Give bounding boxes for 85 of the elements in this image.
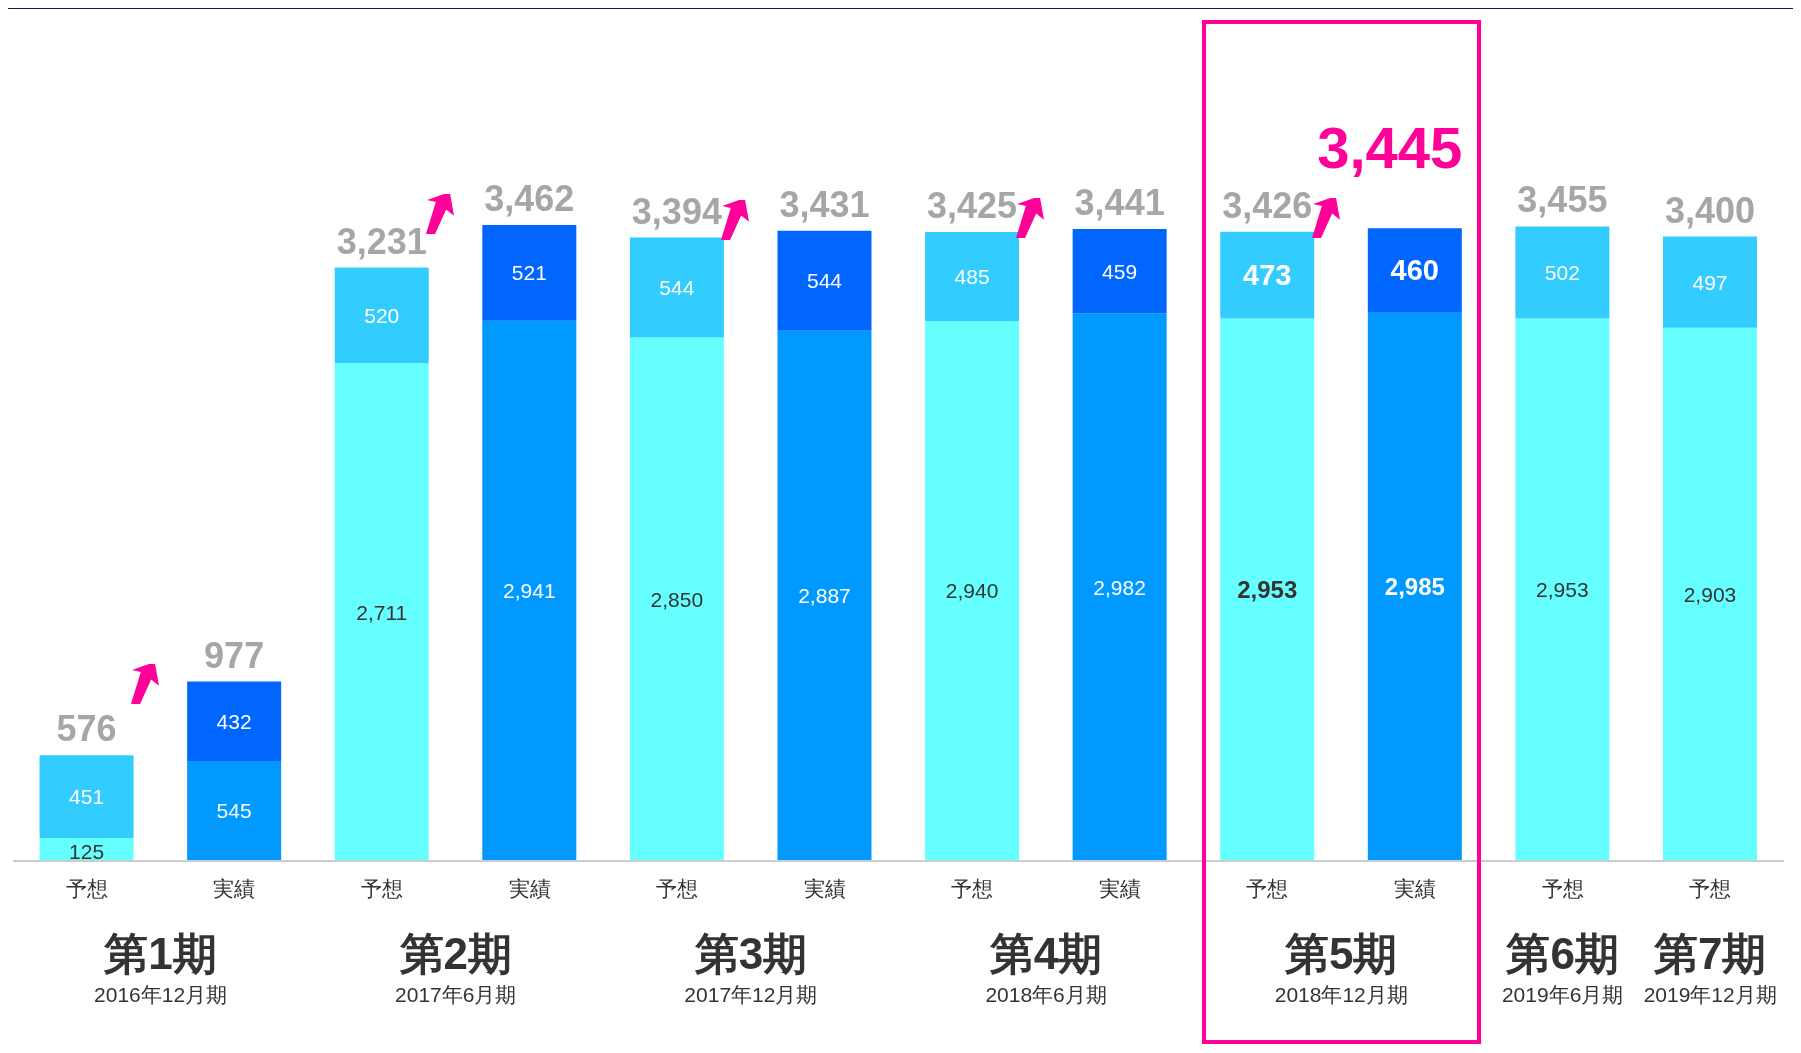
data-label: 544 bbox=[806, 269, 843, 293]
bar bbox=[1367, 312, 1462, 861]
text: 2017年12月期 bbox=[683, 982, 819, 1008]
total-label: 3,445 bbox=[1317, 115, 1463, 181]
x-tick-label: 実績 bbox=[508, 876, 551, 900]
x-tick-label: 実績 bbox=[1394, 876, 1437, 900]
bar bbox=[1515, 226, 1610, 319]
x-tick-label: 予想 bbox=[65, 876, 108, 900]
text: 第5期 bbox=[1284, 928, 1399, 980]
x-tick-label: 実績 bbox=[1098, 876, 1141, 900]
data-label: 451 bbox=[69, 785, 105, 809]
data-label: 2,953 bbox=[1237, 576, 1298, 604]
text: 2018年12月期 bbox=[1273, 982, 1409, 1008]
text: 2016年12月期 bbox=[93, 982, 229, 1008]
x-tick-label: 予想 bbox=[1689, 876, 1732, 900]
data-label: 2,941 bbox=[503, 579, 556, 603]
data-label: 2,982 bbox=[1093, 575, 1146, 599]
x-tick-label: 実績 bbox=[213, 876, 256, 900]
total-label: 576 bbox=[56, 708, 117, 750]
bar bbox=[629, 237, 724, 338]
data-label: 2,850 bbox=[650, 587, 704, 611]
text: 第3期 bbox=[693, 928, 809, 980]
data-label: 521 bbox=[511, 261, 547, 285]
data-label: 459 bbox=[1102, 259, 1138, 283]
bar bbox=[777, 330, 872, 861]
text: 2019年12月期 bbox=[1643, 983, 1777, 1006]
data-label: 2,887 bbox=[798, 584, 851, 608]
bar bbox=[1072, 228, 1167, 314]
data-label: 2,985 bbox=[1384, 573, 1445, 601]
bar bbox=[1072, 313, 1167, 861]
bar bbox=[1662, 327, 1757, 861]
text: 第6期 bbox=[1506, 929, 1619, 978]
data-label: 497 bbox=[1692, 270, 1728, 294]
total-label: 3,425 bbox=[927, 184, 1018, 226]
text: 2019年6月期 bbox=[1501, 983, 1624, 1006]
bar bbox=[1220, 318, 1315, 861]
total-label: 3,441 bbox=[1074, 181, 1165, 223]
bar bbox=[777, 230, 872, 331]
text: 2017年6月期 bbox=[394, 982, 518, 1008]
x-tick-label: 予想 bbox=[1541, 876, 1584, 900]
text: 第1期 bbox=[103, 928, 218, 980]
x-tick-label: 予想 bbox=[951, 876, 994, 900]
data-label: 473 bbox=[1243, 259, 1292, 292]
x-tick-label: 予想 bbox=[1246, 876, 1289, 900]
bar bbox=[629, 337, 724, 861]
bar bbox=[187, 681, 282, 761]
text: 第4期 bbox=[988, 928, 1104, 980]
bar bbox=[925, 321, 1020, 861]
data-label: 502 bbox=[1544, 261, 1580, 285]
x-tick-label: 予想 bbox=[360, 876, 403, 900]
data-label: 544 bbox=[659, 276, 695, 300]
data-label: 2,940 bbox=[945, 579, 999, 603]
total-label: 3,455 bbox=[1517, 179, 1608, 221]
bar bbox=[482, 320, 577, 861]
total-label: 3,231 bbox=[336, 220, 427, 262]
data-label: 2,711 bbox=[356, 600, 408, 624]
total-label: 3,400 bbox=[1664, 189, 1756, 231]
data-label: 460 bbox=[1390, 254, 1440, 287]
bar bbox=[1220, 231, 1315, 319]
bar bbox=[1662, 236, 1757, 328]
total-label: 3,426 bbox=[1222, 184, 1313, 226]
data-label: 432 bbox=[216, 709, 252, 733]
text: 第2期 bbox=[398, 928, 513, 980]
bar bbox=[482, 225, 577, 321]
x-tick-label: 予想 bbox=[656, 876, 699, 900]
total-label: 977 bbox=[204, 634, 265, 676]
bar bbox=[1367, 228, 1462, 313]
text: 第7期 bbox=[1653, 929, 1767, 978]
data-label: 125 bbox=[69, 840, 105, 863]
data-label: 2,903 bbox=[1683, 582, 1737, 606]
x-tick-label: 実績 bbox=[803, 876, 846, 900]
data-label: 545 bbox=[216, 799, 252, 823]
bar bbox=[39, 755, 134, 839]
total-label: 3,431 bbox=[779, 183, 870, 225]
bar bbox=[334, 363, 429, 861]
total-label: 3,462 bbox=[484, 178, 575, 220]
bar bbox=[187, 760, 282, 861]
bar bbox=[334, 267, 429, 364]
bar bbox=[925, 231, 1020, 321]
total-label: 3,394 bbox=[631, 190, 722, 232]
bar bbox=[1515, 318, 1610, 861]
data-label: 485 bbox=[954, 264, 990, 288]
data-label: 2,953 bbox=[1536, 578, 1589, 602]
data-label: 520 bbox=[364, 303, 400, 327]
text: 2018年6月期 bbox=[984, 982, 1108, 1008]
